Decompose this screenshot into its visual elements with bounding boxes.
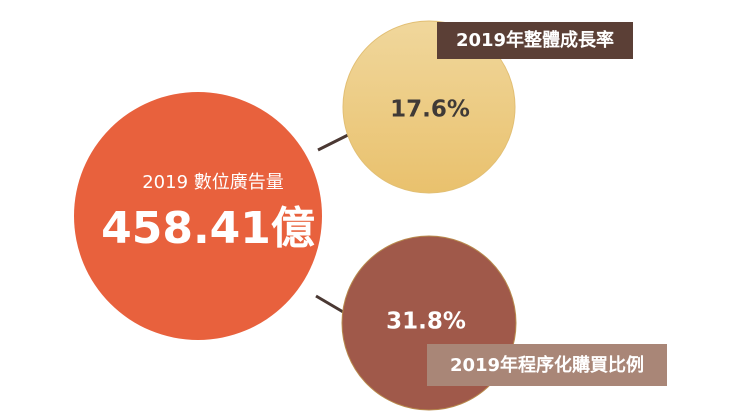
main-value: 458.41億 — [101, 203, 315, 254]
programmatic-value: 31.8% — [386, 309, 466, 335]
programmatic-label: 2019年程序化購買比例 — [450, 354, 644, 376]
growth-label: 2019年整體成長率 — [456, 29, 614, 51]
programmatic-label-box — [427, 344, 667, 386]
main-label: 2019 數位廣告量 — [142, 172, 284, 193]
growth-value: 17.6% — [390, 97, 470, 123]
main-circle — [74, 92, 322, 340]
growth-label-box — [437, 22, 633, 59]
connector — [317, 131, 353, 152]
growth-circle — [342, 20, 516, 194]
